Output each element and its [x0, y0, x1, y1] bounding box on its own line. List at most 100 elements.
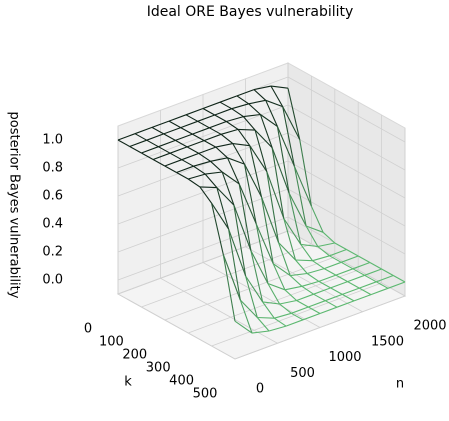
wire-segment — [141, 146, 159, 154]
wire-segment — [215, 143, 233, 148]
wire-segment — [283, 218, 297, 261]
wire-segment — [329, 248, 347, 257]
wire-segment — [233, 204, 252, 251]
wire-segment — [322, 231, 336, 244]
grid-line — [117, 160, 289, 225]
wire-segment — [186, 146, 200, 154]
grid-line — [117, 104, 289, 169]
wire-segment — [336, 300, 355, 308]
wire-segment — [260, 196, 280, 243]
wire-segment — [271, 147, 285, 219]
wire-segment — [238, 128, 256, 131]
wire-segment — [262, 301, 280, 305]
grid-line — [287, 160, 406, 227]
wire-segment — [216, 187, 235, 206]
wire-segment — [216, 187, 230, 230]
wire-segment — [305, 225, 324, 233]
wire-segment — [359, 281, 377, 289]
wire-segment — [244, 163, 262, 198]
wire-segment — [117, 139, 130, 147]
wire-segment — [243, 163, 257, 224]
wire-segment — [199, 186, 217, 189]
wire-segment — [255, 223, 274, 264]
grid-line — [245, 246, 363, 313]
wire-segment — [134, 126, 153, 135]
wire-segment — [176, 165, 194, 174]
wire-segment — [357, 255, 371, 263]
wire-segment — [265, 99, 283, 108]
wire-segment — [151, 120, 170, 128]
wire-segment — [163, 133, 176, 141]
wire-segment — [226, 116, 244, 123]
wire-segment — [268, 325, 287, 332]
y-tick-label: 2000 — [413, 319, 446, 334]
wire-segment — [236, 95, 250, 105]
wire-segment — [198, 146, 216, 154]
wire-segment — [209, 127, 222, 135]
x-axis-label: k — [124, 375, 132, 390]
grid-line — [287, 188, 406, 255]
wire-segment — [186, 140, 205, 148]
wire-segment — [291, 312, 304, 321]
wire-segment — [192, 127, 210, 135]
wire-segment — [325, 300, 338, 308]
wire-segment — [369, 262, 382, 270]
wire-segment — [335, 274, 348, 283]
wire-segment — [393, 275, 406, 283]
wire-segment — [295, 259, 308, 274]
wire-segment — [254, 129, 268, 172]
wire-segment — [335, 268, 354, 276]
wire-segment — [317, 242, 335, 248]
wire-segment — [175, 133, 193, 141]
x-tick-label: 200 — [122, 348, 147, 363]
wire-segment — [285, 319, 304, 327]
wire-segment — [151, 126, 164, 135]
wire-segment — [193, 165, 206, 175]
wire-segment — [347, 274, 365, 283]
wire-segment — [226, 157, 240, 185]
y-tick-label: 1500 — [371, 334, 404, 349]
wire-segment — [198, 152, 211, 162]
wire-segment — [340, 261, 354, 270]
wire-segment — [228, 228, 247, 277]
wire-segment — [180, 127, 193, 135]
wire-segment — [238, 183, 257, 225]
wire-segment — [330, 281, 348, 289]
wire-segment — [260, 196, 274, 264]
wire-segment — [197, 120, 210, 129]
wire-segment — [234, 320, 253, 334]
wire-segment — [259, 114, 273, 148]
wire-segment — [329, 255, 342, 263]
wire-segment — [204, 173, 218, 188]
wire-segment — [248, 103, 261, 115]
wire-segment — [222, 254, 241, 301]
z-tick-label: 0.8 — [42, 161, 63, 176]
wire-segment — [146, 133, 164, 141]
wire-segment — [370, 287, 389, 296]
wire-segment — [169, 152, 183, 161]
wire-segment — [342, 293, 355, 302]
wire-segment — [221, 171, 235, 206]
wire-segment — [270, 85, 289, 89]
wire-segment — [226, 121, 239, 130]
wire-segment — [262, 301, 275, 319]
wire-segment — [220, 133, 234, 145]
wire-segment — [342, 287, 360, 295]
wire-segment — [243, 113, 261, 118]
z-tick-label: 0.2 — [42, 245, 63, 260]
wire-segment — [228, 229, 241, 301]
wire-segment — [284, 289, 297, 301]
wire-segment — [251, 330, 270, 334]
wire-segment — [267, 283, 281, 305]
wire-segment — [220, 128, 239, 135]
wire-segment — [185, 114, 198, 122]
wire-segment — [353, 294, 372, 302]
wire-segment — [214, 114, 227, 122]
wire-segment — [324, 261, 342, 270]
wire-segment — [352, 261, 371, 270]
wire-segment — [245, 275, 258, 318]
wire-segment — [295, 259, 313, 262]
wire-segment — [266, 171, 280, 243]
wire-segment — [319, 306, 338, 315]
